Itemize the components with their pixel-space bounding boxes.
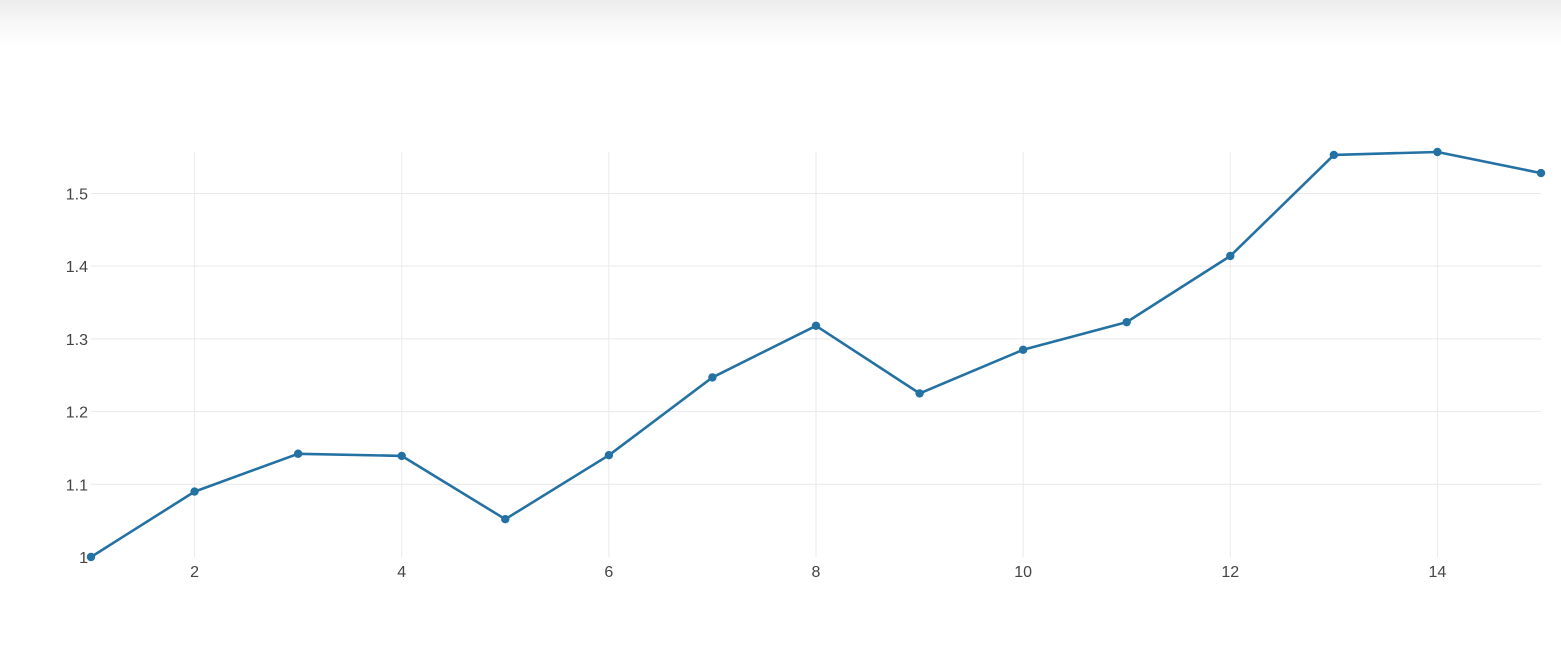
y-tick-label: 1.3 (66, 332, 88, 349)
x-tick-label: 2 (190, 564, 199, 581)
top-shade (0, 0, 1561, 48)
data-point[interactable] (501, 514, 510, 524)
x-gridlines (194, 152, 1438, 557)
data-point[interactable] (190, 487, 199, 496)
x-tick-labels: 2 4 6 8 10 12 14 (190, 564, 1446, 581)
data-point[interactable] (293, 449, 303, 458)
y-tick-label: 1.5 (66, 186, 88, 203)
data-point[interactable] (1329, 150, 1339, 160)
data-point[interactable] (1226, 251, 1235, 261)
x-tick-label: 10 (1014, 564, 1032, 581)
x-tick-label: 4 (397, 564, 406, 581)
x-tick-label: 6 (604, 564, 613, 581)
series-layer (86, 147, 1546, 562)
data-point[interactable] (1433, 147, 1442, 157)
y-tick-label: 1.1 (66, 477, 88, 494)
data-point[interactable] (397, 451, 406, 461)
x-tick-label: 12 (1221, 564, 1239, 581)
data-point[interactable] (708, 373, 717, 382)
y-gridlines (91, 192, 1541, 485)
data-point[interactable] (1536, 168, 1546, 178)
x-tick-label: 8 (812, 564, 821, 581)
y-tick-label: 1.2 (66, 405, 88, 422)
data-point[interactable] (915, 389, 924, 398)
y-tick-label: 1.4 (66, 259, 88, 276)
data-point[interactable] (1018, 345, 1028, 354)
data-point[interactable] (1122, 317, 1131, 327)
data-point[interactable] (811, 321, 821, 330)
x-tick-label: 14 (1429, 564, 1447, 581)
data-point[interactable] (604, 451, 614, 460)
y-tick-label: 1 (79, 550, 88, 567)
data-point[interactable] (86, 552, 96, 562)
y-tick-labels: 1 1.1 1.2 1.3 1.4 1.5 (66, 186, 88, 567)
